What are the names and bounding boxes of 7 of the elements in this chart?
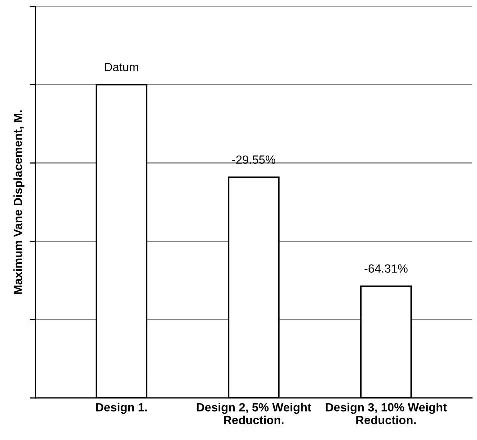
- x-tick-label: Design 2, 5% Weight Reduction.: [197, 403, 312, 424]
- x-tick-label: Design 1.: [96, 403, 148, 414]
- annotation: Datum: [105, 63, 138, 72]
- y-axis-title: Maximum Vane Displacement, M.: [14, 110, 25, 294]
- annotation: -29.55%: [232, 156, 276, 164]
- annotation: -64.31%: [364, 264, 408, 273]
- x-tick-label: Design 3, 10% Weight Reduction.: [326, 403, 448, 424]
